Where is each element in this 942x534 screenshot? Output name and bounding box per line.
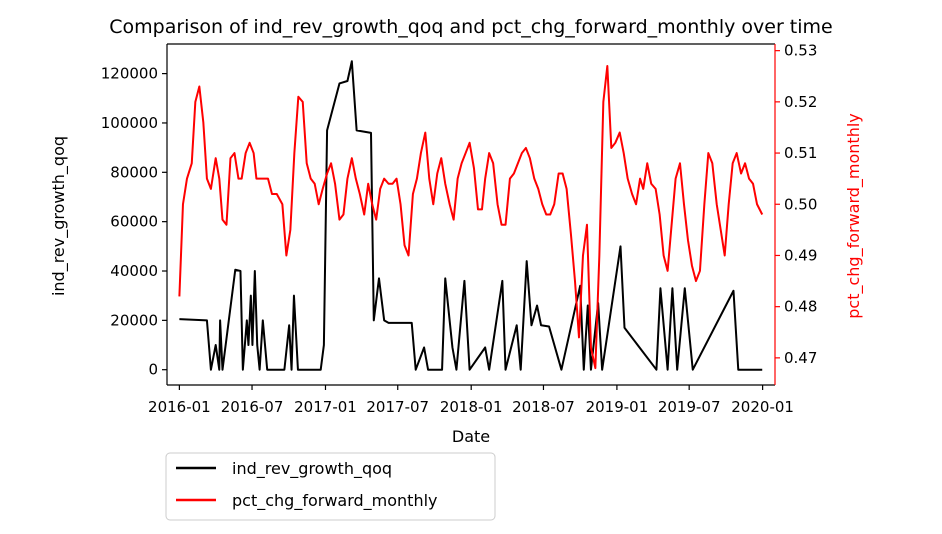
right-y-tick-label: 0.52 <box>784 93 817 111</box>
legend-box <box>165 452 496 521</box>
x-tick-label: 2018-01 <box>440 398 503 416</box>
right-y-tick-label: 0.48 <box>784 298 817 316</box>
x-axis-label: Date <box>452 427 490 446</box>
x-tick-label: 2019-07 <box>658 398 721 416</box>
x-tick-label: 2020-01 <box>731 398 794 416</box>
left-y-tick-label: 60000 <box>110 213 158 231</box>
series-line-ind-rev-growth-qoq <box>179 60 763 371</box>
series-line-pct-chg-forward-monthly <box>178 65 764 370</box>
plot-area <box>178 60 764 371</box>
plot-frame <box>166 43 776 386</box>
left-y-tick-label: 20000 <box>110 311 158 329</box>
left-y-tick-label: 80000 <box>110 163 158 181</box>
legend-label-ind-rev-growth-qoq: ind_rev_growth_qoq <box>232 459 392 479</box>
left-y-tick-label: 40000 <box>110 262 158 280</box>
left-y-axis-label: ind_rev_growth_qoq <box>49 136 69 296</box>
legend: ind_rev_growth_qoq pct_chg_forward_month… <box>165 452 496 521</box>
x-tick-label: 2018-07 <box>512 398 575 416</box>
legend-label-pct-chg-forward-monthly: pct_chg_forward_monthly <box>232 491 438 511</box>
left-y-tick-label: 120000 <box>101 65 158 83</box>
x-tick-label: 2016-01 <box>148 398 211 416</box>
x-tick-label: 2017-07 <box>366 398 429 416</box>
right-y-tick-label: 0.53 <box>784 42 817 60</box>
right-y-tick-label: 0.50 <box>784 195 817 213</box>
x-tick-label: 2016-07 <box>221 398 284 416</box>
right-y-axis: 0.47 0.48 0.49 0.50 0.51 0.52 0.53 <box>775 42 817 367</box>
right-y-tick-label: 0.51 <box>784 144 817 162</box>
x-axis: 2016-01 2016-07 2017-01 2017-07 2018-01 2018-… <box>148 385 794 416</box>
left-y-tick-label: 0 <box>148 361 158 379</box>
right-y-tick-label: 0.47 <box>784 349 817 367</box>
right-y-axis-label: pct_chg_forward_monthly <box>844 113 864 319</box>
left-y-tick-label: 100000 <box>101 114 158 132</box>
chart-title: Comparison of ind_rev_growth_qoq and pct… <box>109 16 832 38</box>
right-y-tick-label: 0.49 <box>784 246 817 264</box>
left-y-axis: 0 20000 40000 60000 80000 100000 120000 <box>101 65 167 379</box>
x-tick-label: 2019-01 <box>586 398 649 416</box>
x-tick-label: 2017-01 <box>294 398 357 416</box>
